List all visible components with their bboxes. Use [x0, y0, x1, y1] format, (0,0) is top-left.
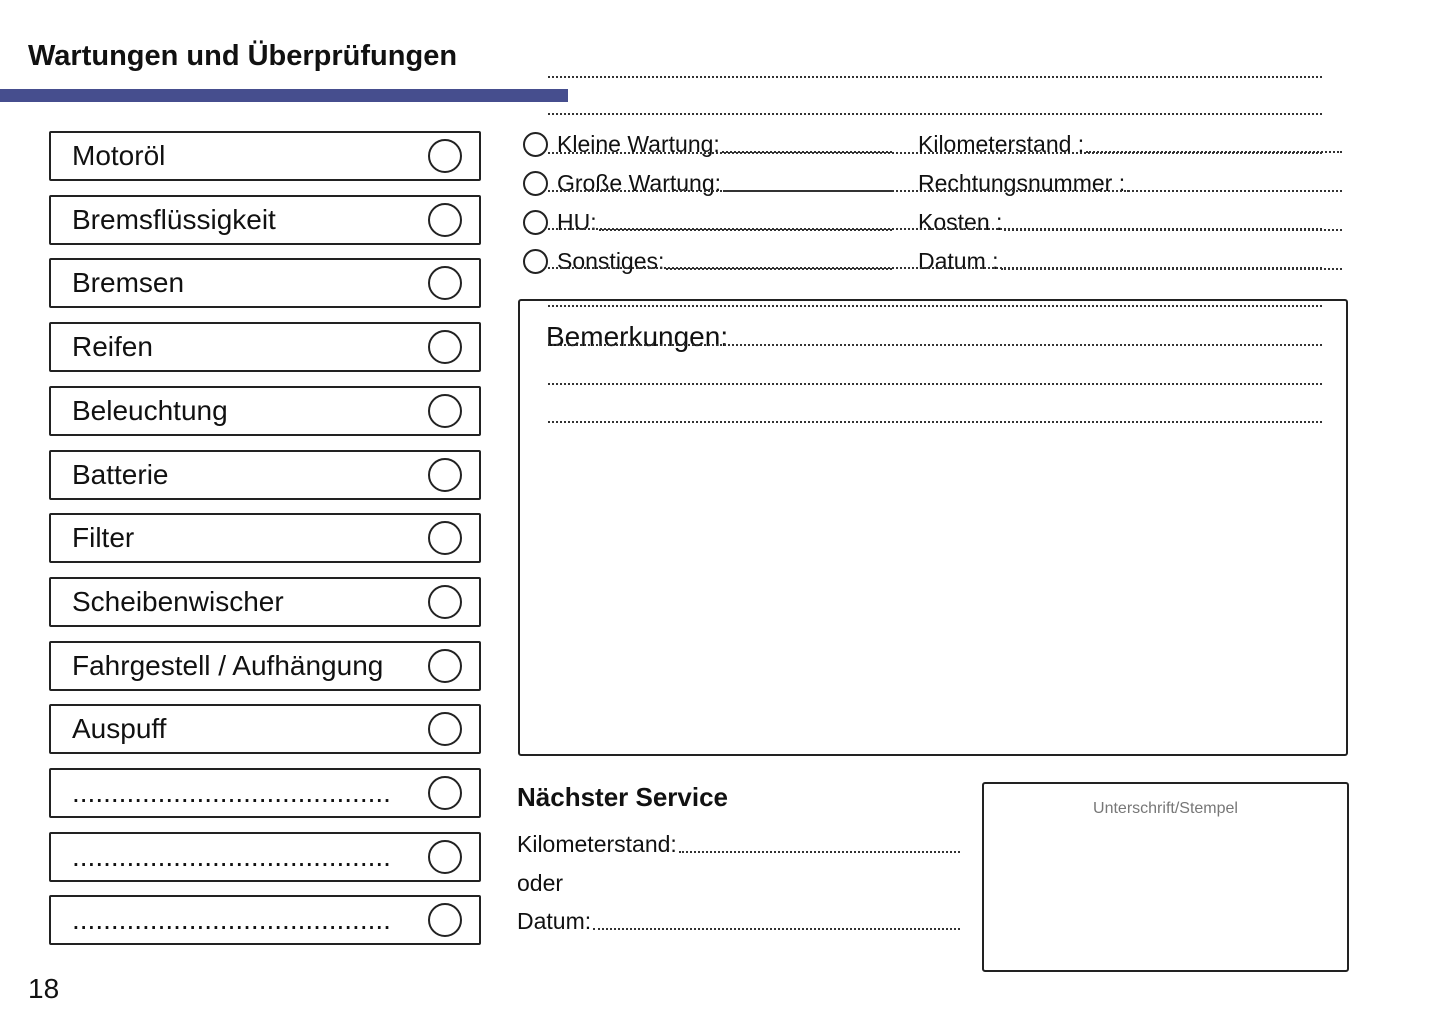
checklist-item[interactable]: Bremsen	[49, 258, 481, 309]
checklist-item[interactable]: Fahrgestell / Aufhängung	[49, 640, 481, 691]
page-number: 18	[28, 973, 60, 1004]
checkbox-circle[interactable]	[428, 330, 462, 365]
detail-label: Kosten :	[918, 209, 1003, 235]
next-service-date-label: Datum:	[517, 908, 592, 934]
checklist-item-label: Bremsen	[72, 267, 185, 299]
checklist-item[interactable]: Reifen	[49, 322, 481, 373]
checkbox-circle[interactable]	[428, 584, 462, 619]
checklist-item-label: Fahrgestell / Aufhängung	[72, 649, 384, 681]
checklist-item-label: Motoröl	[72, 140, 166, 171]
checkbox-circle[interactable]	[428, 903, 462, 938]
dotted-line	[1004, 229, 1342, 231]
remarks-line[interactable]	[548, 113, 1322, 115]
next-service-title: Nächster Service	[517, 782, 729, 812]
detail-field[interactable]: Datum :	[918, 247, 1342, 275]
radio-circle[interactable]	[523, 248, 548, 274]
checkbox-circle[interactable]	[428, 776, 462, 810]
checklist-item[interactable]: Filter	[49, 513, 481, 564]
remarks-line[interactable]	[548, 344, 1322, 346]
page-title: Wartungen und Überprüfungen	[28, 40, 458, 72]
service-type-option[interactable]: Große Wartung:	[523, 169, 892, 197]
remarks-line[interactable]	[548, 152, 1322, 154]
service-type-option[interactable]: HU:	[523, 208, 892, 236]
checkbox-circle[interactable]	[428, 648, 462, 683]
checklist-item[interactable]: ........................................…	[49, 831, 481, 882]
checklist-item[interactable]: Bremsflüssigkeit	[49, 194, 481, 245]
checklist-item-label: Bremsflüssigkeit	[72, 203, 276, 235]
detail-field[interactable]: Rechtungsnummer :	[918, 169, 1342, 197]
dotted-line	[593, 928, 960, 930]
or-label: oder	[517, 870, 564, 896]
dotted-line	[598, 229, 892, 231]
dotted-line	[666, 268, 892, 270]
detail-label: Datum :	[918, 248, 999, 274]
checklist-item[interactable]: Beleuchtung	[49, 385, 481, 436]
remarks-box: Bemerkungen:	[518, 76, 1348, 756]
remarks-line[interactable]	[548, 383, 1322, 385]
checkbox-circle[interactable]	[428, 393, 462, 428]
signature-stamp-box[interactable]: Unterschrift/Stempel	[982, 782, 1349, 972]
checkbox-circle[interactable]	[428, 266, 462, 301]
radio-circle[interactable]	[523, 131, 548, 157]
checklist-item-label: Auspuff	[72, 713, 167, 745]
checklist-item-label: Reifen	[72, 331, 153, 363]
checkbox-circle[interactable]	[428, 712, 462, 747]
next-service-mileage-field[interactable]: Kilometerstand:	[517, 830, 960, 858]
radio-circle[interactable]	[523, 170, 548, 196]
service-type-option[interactable]: Sonstiges:	[523, 247, 892, 275]
checkbox-circle[interactable]	[428, 139, 462, 173]
checklist-item-label: Filter	[72, 522, 135, 554]
detail-label: Rechtungsnummer :	[918, 170, 1126, 196]
checklist-item-label: Scheibenwischer	[72, 585, 284, 617]
remarks-line[interactable]	[548, 228, 1322, 230]
detail-field[interactable]: Kosten :	[918, 208, 1342, 236]
checklist-item-label: ........................................…	[72, 777, 391, 808]
remarks-line[interactable]	[548, 190, 1322, 192]
checklist-item[interactable]: Auspuff	[49, 704, 481, 755]
checklist-item[interactable]: ........................................…	[49, 768, 481, 818]
checklist-item[interactable]: Scheibenwischer	[49, 576, 481, 627]
dotted-line	[678, 851, 960, 853]
checklist-item-label: ........................................…	[72, 840, 391, 872]
checklist-item[interactable]: Motoröl	[49, 131, 481, 181]
signature-label: Unterschrift/Stempel	[1093, 800, 1238, 817]
remarks-line[interactable]	[548, 267, 1322, 269]
checklist-item[interactable]: Batterie	[49, 449, 481, 500]
remarks-line[interactable]	[548, 76, 1322, 78]
checkbox-circle[interactable]	[428, 457, 462, 492]
service-type-label: HU:	[557, 209, 597, 235]
next-service-date-field[interactable]: Datum:	[517, 907, 960, 935]
dotted-line	[1000, 268, 1342, 270]
remarks-line[interactable]	[548, 421, 1322, 423]
checklist-item-label: Batterie	[72, 458, 169, 490]
next-service-or: oder	[517, 869, 563, 897]
title-underline-bar	[0, 89, 568, 102]
checklist-item-label: Beleuchtung	[72, 394, 228, 426]
remarks-title: Bemerkungen:	[546, 321, 729, 352]
next-service-mileage-label: Kilometerstand:	[517, 831, 677, 857]
service-type-label: Sonstiges:	[557, 248, 665, 274]
checkbox-circle[interactable]	[428, 202, 462, 237]
checklist-item[interactable]: ........................................…	[49, 895, 481, 946]
remarks-line[interactable]	[548, 305, 1322, 307]
radio-circle[interactable]	[523, 209, 548, 235]
checklist-item-label: ........................................…	[72, 904, 391, 936]
checkbox-circle[interactable]	[428, 521, 462, 556]
checkbox-circle[interactable]	[428, 839, 462, 874]
service-type-label: Große Wartung:	[557, 170, 722, 196]
